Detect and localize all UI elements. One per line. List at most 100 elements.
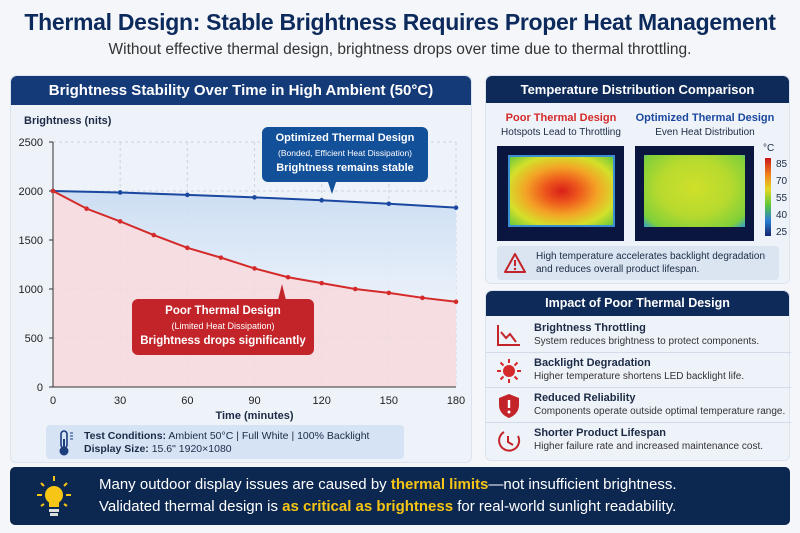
warning-box: High temperature accelerates backlight d…	[497, 246, 779, 280]
sun-icon	[497, 359, 521, 383]
x-axis-label: Time (minutes)	[215, 410, 293, 422]
impact-title: Shorter Product Lifespan	[534, 427, 667, 439]
data-point-poor	[319, 280, 324, 286]
lightbulb-icon	[37, 476, 71, 516]
data-point-poor	[285, 274, 291, 280]
data-point-optimized	[319, 198, 324, 203]
impact-item: Backlight Degradation Higher temperature…	[486, 353, 791, 388]
warning-text: High temperature accelerates backlight d…	[536, 251, 766, 275]
y-tick-label: 1500	[19, 235, 43, 247]
poor-sub: Hotspots Lead to Throttling	[501, 127, 621, 138]
scale-label: 55	[776, 193, 788, 204]
impact-title: Reduced Reliability	[534, 392, 636, 404]
warning-icon	[504, 253, 526, 273]
y-tick-label: 1000	[19, 284, 43, 296]
data-point-poor	[218, 255, 224, 260]
callout-poor: Poor Thermal Design (Limited Heat Dissip…	[132, 299, 314, 355]
callout-optimized: Optimized Thermal Design (Bonded, Effici…	[262, 127, 428, 182]
highlight: thermal limits	[390, 476, 489, 493]
x-tick-label: 90	[248, 395, 260, 407]
impact-item: Reduced Reliability Components operate o…	[486, 388, 791, 423]
temperature-panel-title: Temperature Distribution Comparison	[486, 76, 789, 103]
y-tick-label: 2000	[19, 186, 43, 198]
scale-label: 85	[776, 159, 788, 170]
scale-label: 25	[776, 227, 788, 238]
text: —not insufficient brightness.	[488, 476, 677, 493]
data-point-poor	[420, 295, 425, 301]
data-point-poor	[50, 188, 56, 194]
data-point-poor	[84, 206, 89, 211]
y-tick-label: 500	[25, 333, 43, 345]
color-scale-labels: 85 70 55 40 25	[776, 156, 787, 241]
text: Validated thermal design is	[99, 498, 283, 515]
callout-note: Brightness drops significantly	[140, 335, 306, 347]
impact-title: Brightness Throttling	[534, 322, 646, 334]
impact-desc: System reduces brightness to protect com…	[534, 336, 760, 347]
conditions-label: Test Conditions:	[84, 430, 167, 442]
callout-pointer	[278, 284, 286, 300]
data-point-optimized	[386, 201, 392, 207]
impact-desc: Higher temperature shortens LED backligh…	[534, 371, 745, 382]
data-point-poor	[252, 266, 257, 271]
x-tick-label: 120	[312, 395, 330, 407]
page-title: Thermal Design: Stable Brightness Requir…	[24, 9, 776, 35]
impact-item: Shorter Product Lifespan Higher failure …	[486, 423, 791, 458]
text: Many outdoor display issues are caused b…	[99, 476, 391, 493]
temperature-panel: Temperature Distribution Comparison Poor…	[485, 75, 790, 284]
impact-desc: Higher failure rate and increased mainte…	[534, 441, 764, 452]
chart-down-icon	[497, 325, 520, 346]
y-axis-label: Brightness (nits)	[24, 115, 112, 127]
poor-title: Poor Thermal Design	[505, 112, 617, 124]
clock-icon	[498, 431, 521, 452]
key-message-banner: Many outdoor display issues are caused b…	[10, 467, 790, 525]
size-label: Display Size:	[84, 443, 149, 455]
text: for real-world sunlight readability.	[453, 498, 677, 515]
x-tick-label: 30	[114, 395, 126, 407]
optimized-sub: Even Heat Distribution	[655, 127, 755, 138]
impact-panel-title: Impact of Poor Thermal Design	[486, 291, 789, 316]
callout-pointer	[328, 182, 336, 194]
scale-label: 70	[776, 176, 788, 187]
callout-title: Poor Thermal Design	[165, 305, 281, 317]
data-point-optimized	[185, 192, 190, 198]
size-value: 15.6" 1920×1080	[151, 443, 232, 455]
x-tick-label: 180	[447, 395, 465, 407]
banner-line-1: Many outdoor display issues are caused b…	[99, 476, 677, 494]
thermal-image-optimized	[635, 146, 754, 241]
data-point-poor	[352, 286, 358, 292]
data-point-poor	[117, 219, 123, 224]
shield-alert-icon	[499, 394, 519, 418]
data-point-optimized	[252, 195, 257, 200]
data-point-poor	[151, 232, 157, 238]
test-conditions: Test Conditions: Ambient 50°C | Full Whi…	[46, 425, 404, 459]
gap-area	[53, 191, 456, 302]
data-point-poor	[386, 290, 392, 296]
data-point-optimized	[117, 190, 123, 195]
callout-sub: (Bonded, Efficient Heat Dissipation)	[277, 148, 413, 158]
data-point-poor	[185, 245, 190, 251]
optimized-title: Optimized Thermal Design	[635, 112, 775, 124]
impact-item: Brightness Throttling System reduces bri…	[486, 318, 791, 353]
callout-note: Brightness remains stable	[276, 162, 414, 174]
color-scale-bar	[765, 158, 771, 236]
impact-panel: Impact of Poor Thermal Design Brightness…	[485, 290, 791, 461]
highlight: as critical as brightness	[282, 498, 454, 515]
impact-title: Backlight Degradation	[534, 357, 651, 369]
chart-panel-title: Brightness Stability Over Time in High A…	[11, 76, 471, 105]
y-tick-label: 0	[37, 382, 43, 394]
y-tick-label: 2500	[19, 137, 43, 149]
scale-label: 40	[776, 210, 788, 221]
callout-title: Optimized Thermal Design	[275, 132, 415, 144]
x-tick-label: 0	[50, 395, 56, 407]
banner-line-2: Validated thermal design is as critical …	[99, 498, 676, 516]
callout-sub: (Limited Heat Dissipation)	[171, 321, 275, 331]
thermal-image-poor	[497, 146, 624, 241]
impact-desc: Components operate outside optimal tempe…	[534, 406, 786, 417]
data-point-optimized	[453, 205, 459, 210]
conditions-value: Ambient 50°C | Full White | 100% Backlig…	[168, 430, 370, 442]
color-scale-unit: °C	[763, 143, 775, 154]
page-subtitle: Without effective thermal design, bright…	[108, 41, 692, 58]
thermometer-icon	[59, 430, 73, 456]
x-tick-label: 60	[181, 395, 193, 407]
x-tick-label: 150	[380, 395, 398, 407]
